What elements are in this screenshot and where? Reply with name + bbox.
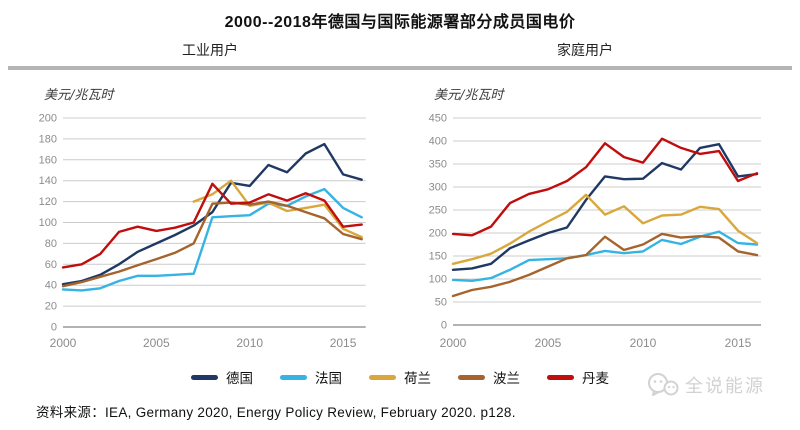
legend-label-germany: 德国 [226,371,253,387]
x-tick-label: 2000 [50,336,77,350]
y-tick-label: 120 [39,196,57,208]
legend-swatch-denmark [547,374,574,380]
series-line-netherlands [192,179,363,239]
legend-label-denmark: 丹麦 [582,371,609,387]
legend-item-france: 法国 [280,367,342,387]
series-line-denmark [451,137,759,237]
source-text: IEA, Germany 2020, Energy Policy Review,… [105,405,516,420]
legend-swatch-france [280,374,307,380]
series-line-germany [451,143,759,271]
right-chart-subtitle: 家庭用户 [557,43,613,59]
x-tick-label: 2005 [143,336,170,350]
legend-item-germany: 德国 [191,367,253,387]
y-tick-label: 200 [429,228,447,240]
series-line-poland [61,200,363,288]
y-tick-label: 40 [45,280,57,292]
y-tick-label: 60 [45,259,57,271]
series-line-denmark [61,182,363,269]
y-tick-label: 100 [39,217,57,229]
y-tick-label: 100 [429,274,447,286]
series-line-poland [451,232,759,298]
legend-item-denmark: 丹麦 [547,367,609,387]
y-tick-label: 20 [45,301,57,313]
x-tick-label: 2005 [535,336,562,350]
x-tick-label: 2015 [330,336,357,350]
series-line-france [451,230,759,282]
legend-swatch-poland [458,374,485,380]
y-tick-label: 50 [435,297,447,309]
household-users-line-chart: 0 50 100 150 200 250 300 350 400 450 2000 2005 2010 2… [429,113,761,350]
legend-item-poland: 波兰 [458,367,520,387]
x-tick-label: 2015 [725,336,752,350]
y-tick-label: 160 [39,154,57,166]
y-tick-label: 450 [429,113,447,125]
left-y-axis-unit-label: 美元/兆瓦时 [44,88,114,103]
x-tick-label: 2010 [236,336,263,350]
legend-swatch-germany [191,374,218,380]
series-line-netherlands [451,193,759,265]
source-citation: 资料来源：IEA, Germany 2020, Energy Policy Re… [36,401,516,421]
section-divider [8,66,792,70]
y-tick-label: 140 [39,175,57,187]
legend-label-netherlands: 荷兰 [404,371,431,387]
y-tick-label: 0 [441,320,447,332]
series-line-germany [61,142,363,286]
right-y-axis-unit-label: 美元/兆瓦时 [434,88,504,103]
watermark: 全说能源 [646,372,765,398]
left-chart-subtitle: 工业用户 [182,43,238,59]
watermark-text: 全说能源 [685,376,765,397]
y-tick-label: 150 [429,251,447,263]
legend-swatch-netherlands [369,374,396,380]
y-tick-label: 80 [45,238,57,250]
y-tick-label: 350 [429,159,447,171]
y-tick-label: 200 [39,113,57,125]
legend-label-poland: 波兰 [493,371,520,387]
legend-label-france: 法国 [315,371,342,387]
series-line-france [61,187,363,292]
y-tick-label: 250 [429,205,447,217]
y-tick-label: 0 [51,322,57,334]
y-tick-label: 400 [429,136,447,148]
page-title: 2000--2018年德国与国际能源署部分成员国电价 [224,14,576,31]
y-tick-label: 300 [429,182,447,194]
source-prefix-label: 资料来源： [36,405,105,421]
legend-item-netherlands: 荷兰 [369,367,431,387]
y-tick-label: 180 [39,133,57,145]
x-tick-label: 2000 [440,336,467,350]
x-tick-label: 2010 [630,336,657,350]
industrial-users-line-chart: 0 20 40 60 80 100 120 140 160 180 200 2000 2005 2010 2… [39,113,366,350]
wechat-bubbles-icon [648,373,679,396]
chart-legend: 德国 法国 荷兰 波兰 丹麦 [0,367,800,387]
